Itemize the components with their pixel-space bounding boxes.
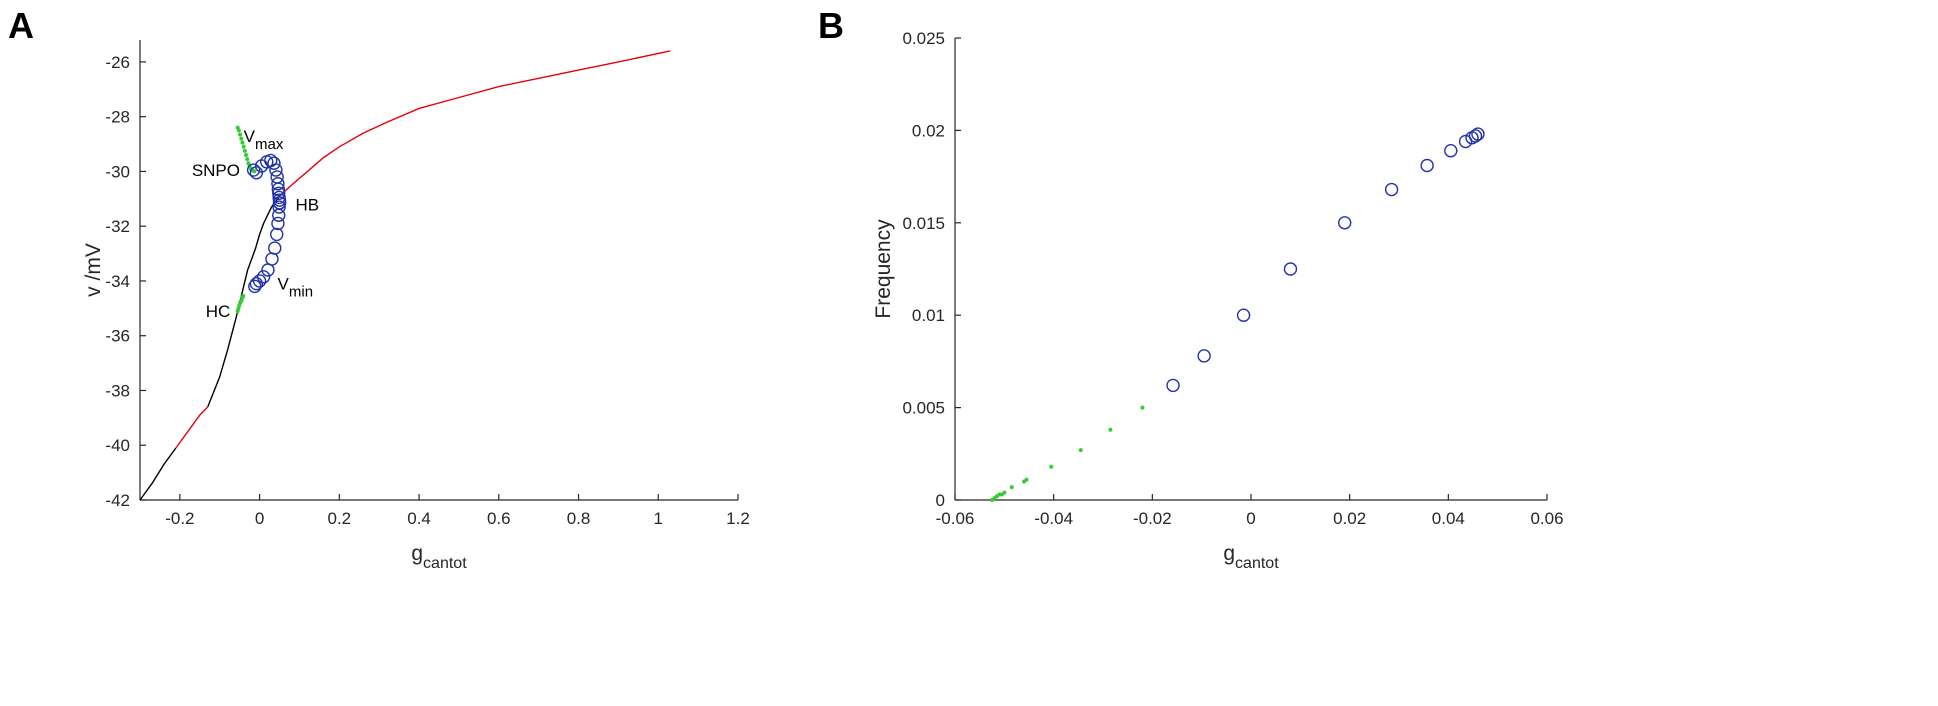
data-point-circle [248,279,262,294]
data-point-dot [1049,464,1054,469]
data-point-circle [1338,216,1352,230]
data-point-dot [242,148,247,153]
data-point-circle [1236,308,1251,322]
data-point-circle [1166,378,1180,393]
x-tick-label: -0.06 [936,509,975,528]
x-tick-label: 0.6 [487,509,511,528]
y-tick-label: 0.015 [902,214,945,233]
data-point-dot [240,140,245,145]
annotation-vmin: Vmin [278,275,314,301]
data-point-circle [272,200,286,214]
data-point-circle [249,276,264,291]
data-point-dot [245,157,250,162]
x-axis-label: gcantot [411,542,467,572]
data-point-circle [1468,129,1483,143]
series-line-2 [207,195,281,408]
data-point-circle [269,163,283,177]
x-tick-label: 1 [654,509,663,528]
data-point-dot [1009,485,1014,490]
data-point-dot [252,169,257,174]
x-tick-label: 0 [1246,509,1255,528]
data-point-circle [249,166,264,180]
data-point-circle [261,263,275,277]
y-tick-label: -42 [105,491,130,510]
y-axis-label: v /mV [82,243,105,297]
y-tick-label: 0.005 [902,399,945,418]
data-point-circle [1471,127,1485,141]
x-tick-label: 0.2 [328,509,352,528]
data-point-dot [1078,448,1083,453]
data-point-circle [270,227,284,242]
chart-panel-a: A -0.2 0 0.2 0.4 0.6 0.8 1 1.2 -42 -40 -38 -36 -34 -32… [8,5,750,572]
y-tick-label: -30 [105,162,130,181]
data-point-circle [265,252,279,266]
data-point-dot [241,294,246,299]
y-tick-label: 0 [936,491,945,510]
y-tick-label: 0.025 [902,29,945,48]
data-point-circle [1197,349,1211,363]
x-tick-label: 0.04 [1432,509,1465,528]
y-tick-label: 0.01 [912,306,945,325]
data-point-circle [1384,182,1399,197]
data-point-circle [268,241,282,255]
data-point-circle [271,216,285,231]
chart-panel-b: B -0.06 -0.04 -0.02 0 0.02 0.04 0.06 0 0.005 0.01 0… [818,5,1564,572]
data-point-circle [1444,144,1458,158]
y-tick-label: -32 [105,217,130,236]
data-point-dot [241,144,246,149]
y-tick-label: -38 [105,381,130,400]
data-point-dot [236,128,241,133]
x-tick-label: 0.06 [1530,509,1563,528]
data-point-dot [244,153,249,157]
data-point-circle [272,208,286,222]
x-tick-label: 1.2 [726,509,750,528]
data-point-circle [1283,262,1298,276]
data-point-circle [271,177,285,191]
y-tick-label: -34 [105,272,130,291]
y-tick-label: -28 [105,108,130,127]
data-point-circle [1420,158,1434,173]
series-line-0 [139,447,177,501]
x-tick-label: 0.02 [1333,509,1366,528]
data-point-dot [238,132,243,137]
y-tick-label: -40 [105,436,130,455]
data-point-circle [1458,134,1473,149]
x-tick-label: -0.2 [165,509,194,528]
panel-label: A [8,5,34,46]
data-point-circle [271,182,286,196]
data-point-dot [1108,427,1113,432]
x-tick-label: -0.02 [1133,509,1172,528]
series-line-1 [175,406,209,449]
x-tick-label: -0.04 [1034,509,1073,528]
data-point-circle [256,270,271,284]
series-line-3 [279,50,671,197]
x-tick-label: 0 [255,509,264,528]
data-point-circle [272,186,286,201]
data-point-circle [246,163,261,177]
y-tick-label: -26 [105,53,130,72]
data-point-dot [1140,405,1145,410]
annotation-snpo: SNPO [192,161,240,180]
annotation-hb: HB [295,195,319,214]
annotation-vmax: Vmax [244,127,284,153]
data-point-circle [267,156,281,170]
y-axis-label: Frequency [872,219,895,319]
annotation-hc: HC [206,302,231,321]
panel-label: B [818,5,844,46]
data-point-dot [1002,490,1007,495]
x-tick-label: 0.4 [407,509,431,528]
data-point-dot [239,136,244,141]
data-point-dot [1024,477,1029,482]
y-tick-label: -36 [105,327,130,346]
y-tick-label: 0.02 [912,121,945,140]
x-tick-label: 0.8 [567,509,591,528]
x-axis-label: gcantot [1223,542,1279,572]
